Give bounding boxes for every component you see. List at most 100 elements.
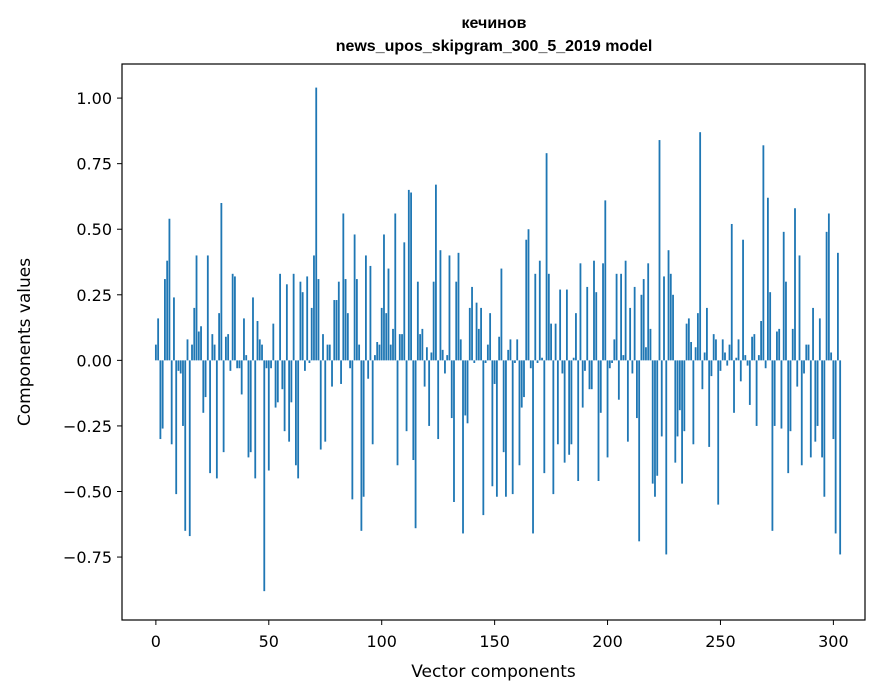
bar xyxy=(794,208,796,361)
bar xyxy=(602,263,604,361)
x-tick-label: 300 xyxy=(818,632,849,651)
bar xyxy=(839,360,842,555)
bar xyxy=(168,218,171,361)
bar xyxy=(547,273,550,361)
bar xyxy=(288,360,291,442)
bar xyxy=(672,294,674,361)
bar xyxy=(532,360,534,534)
bar xyxy=(186,339,189,361)
y-tick-label: −0.25 xyxy=(63,417,112,436)
bar xyxy=(588,360,591,390)
bar xyxy=(692,360,695,445)
x-tick-label: 0 xyxy=(151,632,161,651)
bar xyxy=(344,279,347,361)
bar xyxy=(466,360,469,424)
bar xyxy=(468,307,471,361)
bar xyxy=(236,360,239,369)
bar xyxy=(536,360,539,363)
bar xyxy=(193,307,196,361)
bar xyxy=(299,281,302,361)
bar xyxy=(421,328,424,361)
bar xyxy=(721,339,724,361)
bar xyxy=(830,352,833,361)
x-tick-label: 50 xyxy=(259,632,279,651)
bar xyxy=(757,355,760,361)
bar xyxy=(231,273,234,361)
x-tick-label: 250 xyxy=(705,632,736,651)
bar xyxy=(441,349,444,361)
bar xyxy=(315,87,318,361)
bar xyxy=(559,289,562,361)
bar xyxy=(785,281,787,361)
bar xyxy=(191,344,193,361)
bar xyxy=(814,360,817,442)
bar xyxy=(773,360,776,426)
bar xyxy=(200,326,202,361)
bar xyxy=(358,344,361,361)
bar xyxy=(283,360,286,432)
bar xyxy=(159,360,162,440)
bar xyxy=(733,360,735,413)
bar xyxy=(215,360,218,479)
bar xyxy=(748,360,751,405)
bar xyxy=(803,360,805,374)
bar xyxy=(626,360,629,442)
chart-subtitle: news_upos_skipgram_300_5_2019 model xyxy=(336,38,653,55)
bar xyxy=(590,360,593,390)
bar xyxy=(753,334,756,361)
bar xyxy=(825,231,828,361)
bar xyxy=(624,260,627,361)
bar xyxy=(575,313,577,361)
bar xyxy=(371,360,374,445)
bar xyxy=(281,360,284,390)
bar xyxy=(206,255,209,361)
bar xyxy=(579,263,582,361)
bar xyxy=(245,355,248,361)
bar xyxy=(292,273,295,361)
bar xyxy=(706,307,708,361)
bar xyxy=(780,360,783,429)
bar xyxy=(256,321,259,361)
bar xyxy=(229,360,232,371)
bar xyxy=(674,360,677,463)
bar xyxy=(240,360,243,395)
bar xyxy=(304,360,306,371)
bar xyxy=(789,360,792,432)
bar xyxy=(710,360,713,377)
bar xyxy=(258,339,261,361)
bar xyxy=(385,313,388,361)
bar xyxy=(699,132,702,361)
x-tick-label: 200 xyxy=(592,632,623,651)
bar xyxy=(349,360,351,369)
bar xyxy=(809,360,812,458)
bar xyxy=(812,307,814,361)
x-tick-label: 100 xyxy=(366,632,397,651)
bar xyxy=(457,252,460,361)
bar xyxy=(642,279,645,361)
bar xyxy=(663,276,665,361)
bar xyxy=(638,360,641,542)
bar xyxy=(742,239,744,361)
bar xyxy=(778,328,781,361)
bar xyxy=(392,328,394,361)
bar xyxy=(676,360,679,437)
bar xyxy=(500,268,503,361)
bar xyxy=(593,260,595,361)
bar xyxy=(249,360,252,453)
bar xyxy=(369,265,372,361)
bar xyxy=(708,360,711,447)
bar xyxy=(552,360,555,495)
bar xyxy=(818,318,821,361)
bar xyxy=(335,300,338,361)
bar xyxy=(622,355,625,361)
chart-title: кечинов xyxy=(462,15,527,32)
bar xyxy=(581,360,584,408)
bar xyxy=(545,153,548,361)
bar xyxy=(378,344,381,361)
bar-series xyxy=(154,87,842,592)
bar xyxy=(516,339,519,361)
x-axis: 0 50 100 150 200 250 300 xyxy=(151,620,849,651)
bar xyxy=(541,357,543,361)
bar xyxy=(376,342,379,361)
bar xyxy=(274,360,277,408)
